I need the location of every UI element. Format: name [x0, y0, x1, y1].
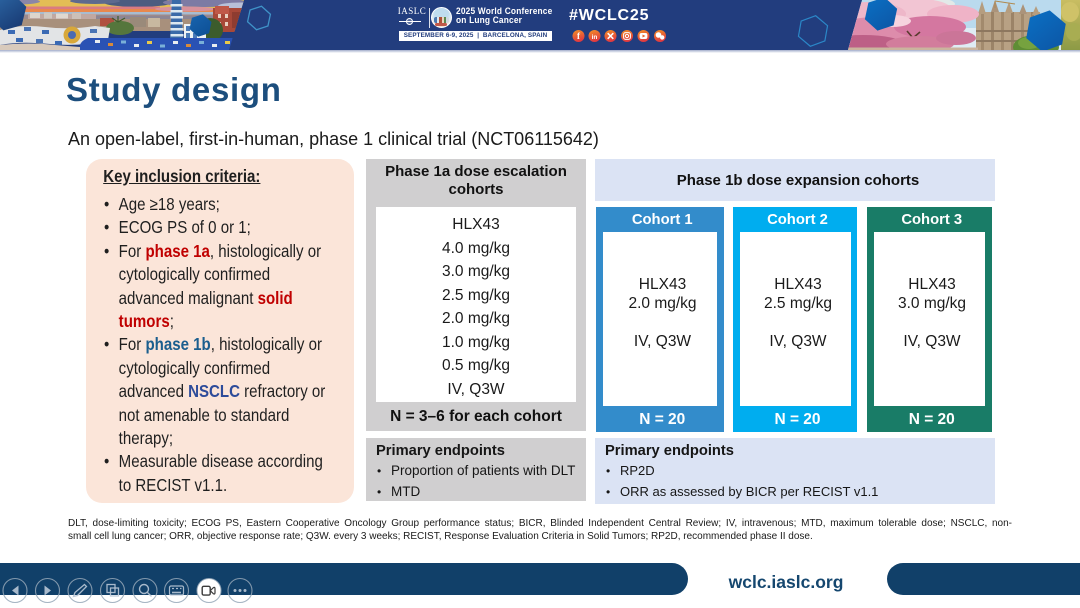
- svg-text:in: in: [592, 34, 598, 41]
- svg-text:f: f: [577, 31, 581, 41]
